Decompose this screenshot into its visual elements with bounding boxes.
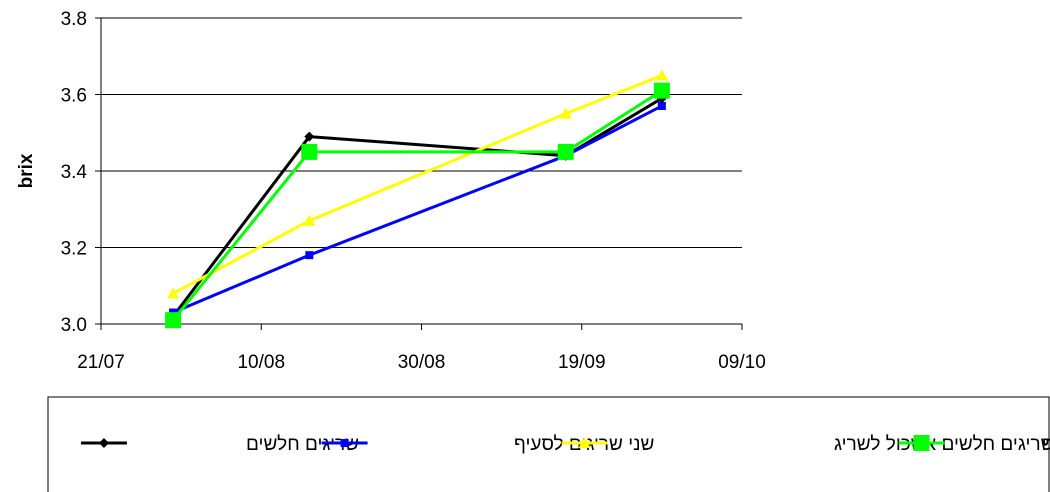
legend-label: שריגים חלשים xyxy=(246,434,359,455)
series xyxy=(167,69,668,299)
data-point xyxy=(303,214,316,226)
data-point xyxy=(167,287,180,299)
grid-lines xyxy=(101,17,742,248)
legend-item: שריגים חלשים xyxy=(80,434,359,455)
data-point xyxy=(657,101,666,110)
legend-item: שריג לסעיף xyxy=(898,434,1050,455)
data-point xyxy=(304,131,315,142)
x-tick-label: 10/08 xyxy=(237,352,285,373)
y-axis-label: brix xyxy=(16,153,37,188)
data-point xyxy=(653,82,670,99)
series-group xyxy=(165,69,670,329)
legend-marker xyxy=(578,437,591,448)
data-point xyxy=(655,69,668,81)
data-point xyxy=(559,107,572,119)
series xyxy=(168,93,667,322)
y-tick-label: 3.0 xyxy=(61,315,87,336)
y-tick-label: 3.2 xyxy=(61,239,87,260)
y-tick-label: 3.8 xyxy=(61,9,87,30)
data-point xyxy=(557,143,574,160)
series-line xyxy=(172,104,663,314)
data-point xyxy=(301,143,318,160)
series-line xyxy=(171,97,663,318)
y-tick-label: 3.4 xyxy=(61,162,88,183)
tick-labels: 3.0 3.2 3.4 3.6 3.8 21/07 10/08 30/08 19/09 09/10 xyxy=(61,9,766,373)
series-line xyxy=(172,73,663,295)
legend-marker xyxy=(340,439,349,447)
x-tick-label: 09/10 xyxy=(718,352,766,373)
x-tick-label: 19/09 xyxy=(558,352,606,373)
data-point xyxy=(305,251,314,260)
x-tick-label: 30/08 xyxy=(398,352,446,373)
series xyxy=(165,82,670,329)
legend-box xyxy=(47,396,1050,492)
legend-marker xyxy=(98,438,109,448)
legend-marker xyxy=(913,435,930,451)
series-line xyxy=(171,89,663,322)
x-tick-label: 21/07 xyxy=(77,352,125,373)
legend-label: שריג לסעיף xyxy=(1042,434,1050,455)
data-point xyxy=(165,312,182,329)
y-tick-label: 3.6 xyxy=(61,86,87,107)
axes xyxy=(95,17,743,330)
